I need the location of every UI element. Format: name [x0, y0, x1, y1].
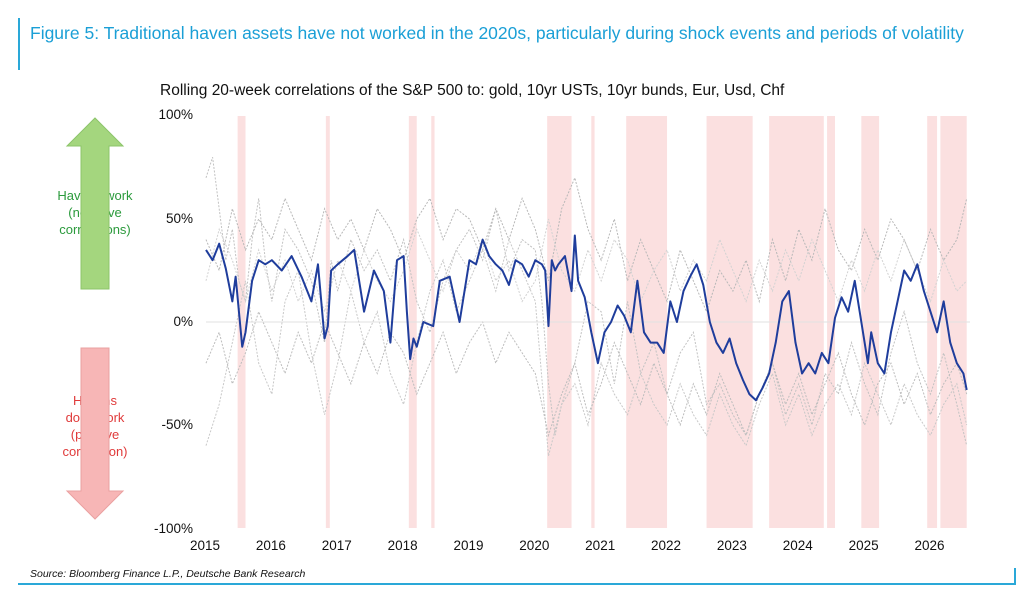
y-tick-label: 50%: [165, 211, 193, 226]
title-accent-bar: [18, 18, 20, 70]
y-tick-label: -100%: [153, 521, 193, 536]
x-tick-label: 2021: [585, 538, 616, 553]
x-tick-label: 2026: [914, 538, 945, 553]
y-tick-label: 100%: [158, 107, 193, 122]
x-tick-label: 2025: [848, 538, 879, 553]
x-tick-label: 2019: [453, 538, 484, 553]
main-series-line: [205, 234, 968, 402]
y-tick-label: 0%: [173, 314, 193, 329]
arrow-down-icon: [65, 347, 125, 520]
bottom-rule: [18, 583, 1016, 585]
source-note: Source: Bloomberg Finance L.P., Deutsche…: [30, 568, 306, 580]
x-tick-label: 2016: [255, 538, 286, 553]
background-series-line: [205, 176, 968, 314]
x-tick-label: 2017: [321, 538, 352, 553]
figure-title: Figure 5: Traditional haven assets have …: [30, 23, 964, 43]
x-tick-label: 2024: [782, 538, 813, 553]
chart-title: Rolling 20-week correlations of the S&P …: [160, 82, 785, 99]
x-tick-label: 2018: [387, 538, 418, 553]
x-tick-label: 2020: [519, 538, 550, 553]
background-series-line: [205, 157, 968, 446]
x-tick-label: 2022: [651, 538, 682, 553]
background-series-line: [205, 238, 968, 457]
x-tick-label: 2015: [190, 538, 221, 553]
x-tick-label: 2023: [716, 538, 747, 553]
y-tick-label: -50%: [161, 417, 193, 432]
background-series-line: [205, 310, 968, 438]
arrow-up-icon: [65, 117, 125, 290]
bottom-rule-end: [1014, 568, 1016, 584]
